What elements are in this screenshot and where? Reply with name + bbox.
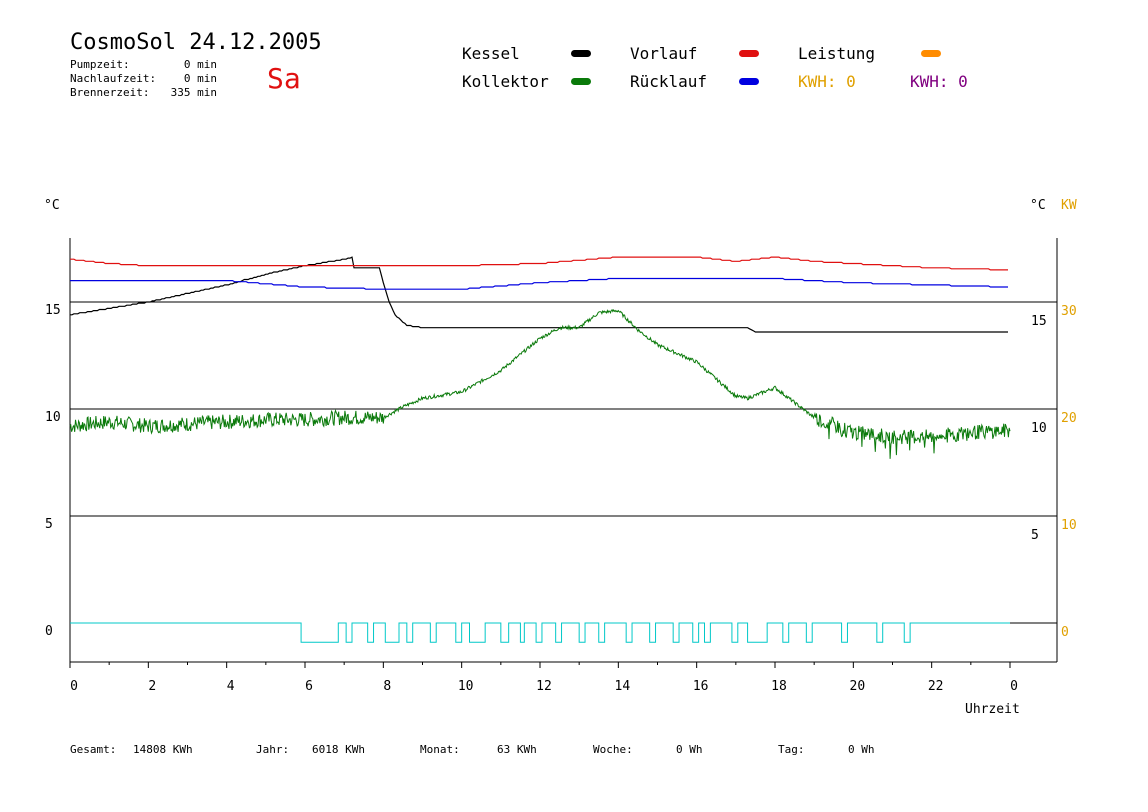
legend-leistung-swatch: [921, 50, 941, 57]
footer-woche-label: Woche:: [593, 743, 633, 756]
legend-ruecklauf-swatch: [739, 78, 759, 85]
legend-kessel-label: Kessel: [462, 44, 520, 63]
stat-value-pumpzeit: 0 min: [183, 58, 217, 71]
x-tick-label-11: 22: [928, 679, 944, 694]
footer-monat-value: 63 KWh: [497, 743, 537, 756]
legend-vorlauf-swatch: [739, 50, 759, 57]
footer-woche-value: 0 Wh: [676, 743, 703, 756]
x-tick-label-9: 18: [771, 679, 787, 694]
x-tick-label-7: 14: [615, 679, 631, 694]
y-tick-right-temp-10: 10: [1031, 421, 1047, 436]
footer-gesamt-value: 14808 KWh: [133, 743, 193, 756]
series-rcklauf: [70, 277, 1008, 290]
legend-kollektor-label: Kollektor: [462, 72, 549, 91]
pump-pulse-line: [70, 622, 1010, 643]
x-tick-label-0: 0: [70, 679, 78, 694]
x-tick-label-6: 12: [536, 679, 552, 694]
stat-label-brennerzeit: Brennerzeit:: [70, 86, 150, 99]
footer-jahr-label: Jahr:: [256, 743, 290, 756]
right-unit-temp-label: °C: [1030, 198, 1046, 213]
footer-jahr-value: 6018 KWh: [312, 743, 365, 756]
left-unit-label: °C: [44, 198, 60, 213]
x-tick-label-10: 20: [850, 679, 866, 694]
footer-tag-label: Tag:: [778, 743, 805, 756]
x-tick-label-3: 6: [305, 679, 313, 694]
stat-value-nachlaufzeit: 0 min: [183, 72, 217, 85]
x-tick-label-2: 4: [227, 679, 235, 694]
y-tick-right-temp-15: 15: [1031, 314, 1047, 329]
x-tick-label-4: 8: [383, 679, 391, 694]
stat-value-brennerzeit: 335 min: [170, 86, 217, 99]
series-vorlauf: [70, 256, 1008, 271]
x-tick-label-12: 0: [1010, 679, 1018, 694]
legend-kwh-solar: KWH: 0: [798, 72, 856, 91]
legend-leistung-label: Leistung: [798, 44, 876, 63]
legend-kwh-burner: KWH: 0: [910, 72, 968, 91]
x-tick-label-5: 10: [458, 679, 474, 694]
y-tick-right-power-10: 10: [1061, 518, 1077, 533]
y-tick-right-power-0: 0: [1061, 625, 1069, 640]
series-kollektor: [69, 308, 1011, 459]
footer-monat-label: Monat:: [420, 743, 460, 756]
series-kessel: [70, 256, 1008, 333]
x-axis-label: Uhrzeit: [965, 702, 1020, 717]
footer-tag-value: 0 Wh: [848, 743, 875, 756]
y-tick-left-10: 10: [45, 410, 61, 425]
stat-label-pumpzeit: Pumpzeit:: [70, 58, 130, 71]
y-tick-left-0: 0: [45, 624, 53, 639]
x-tick-label-8: 16: [693, 679, 709, 694]
chart-title: CosmoSol 24.12.2005: [70, 30, 322, 55]
y-tick-left-5: 5: [45, 517, 53, 532]
y-tick-right-power-20: 20: [1061, 411, 1077, 426]
legend-kollektor-swatch: [571, 78, 591, 85]
legend-vorlauf-label: Vorlauf: [630, 44, 698, 63]
legend-ruecklauf-label: Rücklauf: [630, 72, 708, 91]
right-unit-power-label: KW: [1061, 198, 1077, 213]
footer-gesamt-label: Gesamt:: [70, 743, 117, 756]
y-tick-right-temp-5: 5: [1031, 528, 1039, 543]
y-tick-right-power-30: 30: [1061, 304, 1077, 319]
y-tick-left-15: 15: [45, 303, 61, 318]
weekday-label: Sa: [267, 62, 301, 95]
x-tick-label-1: 2: [148, 679, 156, 694]
stat-label-nachlaufzeit: Nachlaufzeit:: [70, 72, 157, 85]
legend-kessel-swatch: [571, 50, 591, 57]
